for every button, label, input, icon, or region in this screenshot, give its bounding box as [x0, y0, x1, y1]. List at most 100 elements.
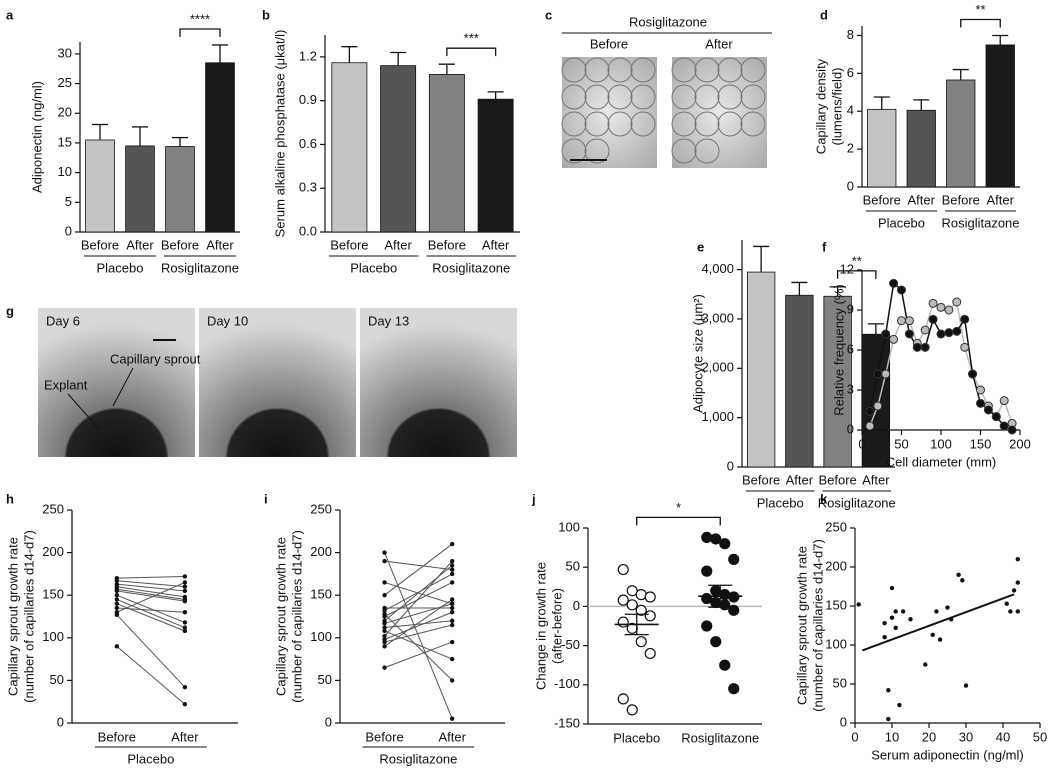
point [182, 584, 188, 589]
point [182, 598, 188, 604]
y-tick-label: 50 [833, 675, 847, 690]
y-tick-label: 6 [847, 341, 854, 356]
point [889, 585, 895, 591]
point [617, 563, 629, 576]
y-axis-label: Adipocyte size (μm²) [690, 294, 705, 413]
pair-line [384, 620, 453, 629]
x-tick-label: Before [818, 472, 856, 487]
y-tick-label: 150 [310, 587, 332, 602]
x-tick-label: Before [942, 192, 980, 207]
point [881, 329, 891, 339]
point [382, 644, 387, 649]
y-tick-label: 2,000 [701, 360, 734, 375]
point [1015, 557, 1020, 562]
panel-letter: a [6, 7, 14, 22]
bar [823, 295, 852, 468]
point [999, 396, 1009, 406]
point [710, 636, 722, 648]
point [450, 558, 455, 564]
y-tick-label: 0.0 [299, 223, 317, 238]
point [889, 615, 895, 620]
point [114, 593, 120, 598]
cell [671, 138, 697, 164]
y-tick-label: 0 [325, 714, 332, 729]
pair-line [384, 552, 453, 719]
y-tick-label: 10 [58, 164, 72, 179]
pair-line [116, 607, 185, 613]
significance-bracket [636, 516, 721, 526]
point [937, 637, 943, 642]
cell [671, 84, 697, 110]
pair-line [384, 573, 453, 611]
point [617, 594, 629, 606]
point [904, 329, 914, 339]
cell [584, 57, 610, 83]
x-tick-label: Before [742, 472, 780, 487]
point [450, 618, 455, 623]
pair-line [384, 624, 453, 643]
point [450, 571, 455, 577]
point [182, 574, 188, 579]
point [886, 688, 891, 693]
group-label: Rosiglitazone [432, 260, 510, 275]
x-tick-label: 0 [858, 436, 865, 451]
image-caption: Day 6 [46, 313, 80, 328]
y-axis-label: Capillary sprout growth rate [273, 537, 288, 696]
cell [607, 84, 633, 110]
panel-letter: h [6, 491, 14, 506]
point [960, 342, 970, 352]
pair-line [116, 583, 185, 592]
point [952, 326, 962, 336]
point [882, 635, 887, 640]
panel-letter: e [697, 239, 704, 254]
point [710, 533, 722, 545]
point [865, 406, 875, 416]
point [382, 621, 387, 626]
y-axis-label: Capillary sprout growth rate [5, 537, 20, 696]
y-tick-label: 5 [65, 194, 72, 209]
point [617, 616, 629, 628]
cell [561, 84, 587, 110]
bar [785, 294, 814, 468]
point [635, 636, 647, 648]
point [450, 639, 455, 645]
point [450, 580, 455, 585]
x-tick-label: Before [161, 237, 199, 252]
x-axis-label: Serum adiponectin (ng/ml) [871, 747, 1023, 762]
pair-line [384, 613, 453, 681]
point [923, 662, 928, 667]
cell [694, 111, 720, 137]
significance-label: ** [975, 2, 985, 17]
significance-bracket [446, 47, 497, 57]
significance-label: * [676, 500, 681, 515]
point [897, 285, 906, 295]
significance-label: ** [852, 253, 862, 268]
cell [671, 57, 697, 83]
point [701, 620, 713, 632]
pair-line [384, 641, 453, 669]
point [182, 580, 188, 585]
image-title: Rosiglitazone [629, 14, 707, 29]
point [1015, 580, 1020, 585]
y-tick-label: 15 [58, 134, 72, 149]
bar [380, 65, 417, 233]
y-tick-label: 6 [847, 65, 854, 80]
point [1008, 609, 1013, 614]
bar [867, 108, 897, 188]
y-axis-label: Serum alkaline phosphatase (μkat/l) [272, 30, 287, 238]
point [450, 541, 455, 547]
point [626, 704, 638, 716]
panel-letter: c [545, 7, 552, 22]
point [920, 342, 930, 352]
group-label: Placebo [350, 260, 397, 275]
bar [477, 98, 514, 233]
x-tick-label: After [171, 729, 199, 744]
point [936, 329, 946, 339]
group-label: Placebo [757, 495, 804, 510]
cell [607, 111, 633, 137]
point [952, 297, 962, 307]
y-tick-label: 20 [58, 105, 72, 120]
bar [331, 62, 368, 233]
y-tick-label: 100 [42, 629, 64, 644]
y-tick-label: 0 [57, 714, 64, 729]
